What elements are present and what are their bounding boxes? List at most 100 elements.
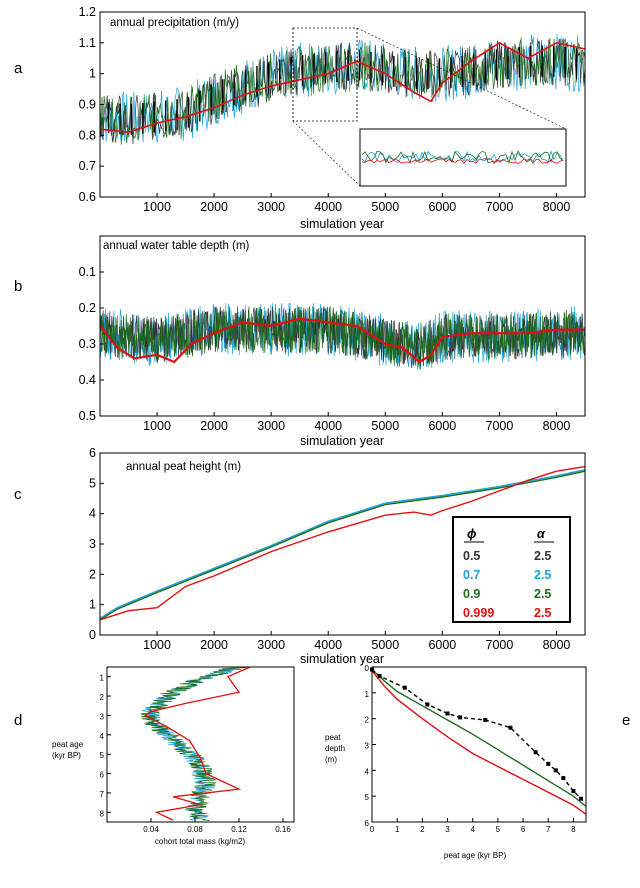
- panel-b-xticks: 1000 2000 3000 4000 5000 6000 7000 8000: [143, 412, 570, 433]
- panel-label-c: c: [14, 486, 22, 503]
- a-ytick-label-0: 0.6: [79, 190, 96, 204]
- e-ytick-label-3: 3: [365, 742, 370, 751]
- panel-d-cohort-mass: peat age (kyr BP) 0.04 0.08 0.12 0.16 1 2 3 4 5 6…: [52, 666, 295, 846]
- legend-phi-3: 0.999: [463, 606, 494, 620]
- b-ytick-label-3: 0.4: [79, 373, 96, 387]
- e-marker-9: [546, 761, 551, 766]
- a-xtick-label-7: 8000: [543, 200, 571, 214]
- panel-a-xticks: 1000 2000 3000 4000 5000 6000 7000 8000: [143, 193, 570, 214]
- panel-b-yticks: 0.1 0.2 0.3 0.4 0.5: [79, 265, 104, 423]
- d-xtick-label-1: 0.08: [187, 825, 203, 834]
- panel-label-b: b: [14, 278, 22, 295]
- panel-a-zoom-region: [292, 27, 358, 122]
- d-ytick-label-1: 2: [100, 693, 105, 702]
- c-ytick-label-0: 0: [89, 628, 96, 642]
- c-xtick-label-2: 3000: [257, 638, 285, 652]
- legend-header-phi: ϕ: [467, 527, 476, 541]
- panel-e-peat-depth: peat depth (m) 0 1 2 3 4 5 6 7 8 0 1 2 3 4 5 6 peat age …: [325, 664, 587, 860]
- panel-e-xticks: 0 1 2 3 4 5 6 7 8: [370, 818, 576, 834]
- e-marker-13: [578, 796, 583, 801]
- d-ytick-label-7: 8: [100, 809, 105, 818]
- e-marker-2: [402, 685, 407, 690]
- c-xtick-label-1: 2000: [200, 638, 228, 652]
- panel-b-series: [99, 302, 586, 370]
- panel-a-inset-series: [361, 150, 564, 165]
- e-marker-12: [571, 789, 576, 793]
- a-xtick-label-5: 6000: [428, 200, 456, 214]
- d-ytick-label-4: 5: [100, 751, 105, 760]
- b-ytick-label-0: 0.1: [79, 265, 96, 279]
- e-marker-10: [553, 768, 558, 773]
- e-ytick-label-5: 5: [365, 793, 370, 802]
- b-xtick-label-3: 4000: [314, 419, 342, 433]
- legend-alpha-0: 2.5: [534, 549, 551, 563]
- e-xtick-label-5: 5: [496, 825, 501, 834]
- e-marker-8: [533, 750, 538, 755]
- a-ytick-label-6: 1.2: [79, 5, 96, 19]
- e-marker-5: [458, 715, 463, 720]
- b-xtick-label-7: 8000: [543, 419, 571, 433]
- b-xtick-label-2: 3000: [257, 419, 285, 433]
- c-xtick-label-0: 1000: [143, 638, 171, 652]
- b-ytick-label-4: 0.5: [79, 409, 96, 423]
- legend-alpha-2: 2.5: [534, 587, 551, 601]
- c-ytick-label-6: 6: [89, 446, 96, 460]
- e-marker-7: [508, 725, 513, 730]
- a-xtick-label-3: 4000: [314, 200, 342, 214]
- c-ytick-label-5: 5: [89, 476, 96, 490]
- legend-phi-1: 0.7: [463, 568, 480, 582]
- d-xtick-label-3: 0.16: [275, 825, 291, 834]
- d-ytick-label-6: 7: [100, 790, 105, 799]
- panel-c-xlabel: simulation year: [300, 652, 384, 666]
- e-xtick-label-6: 6: [521, 825, 526, 834]
- c-xtick-label-4: 5000: [371, 638, 399, 652]
- a-ytick-label-4: 1: [89, 67, 96, 81]
- d-series-0: [144, 666, 251, 821]
- d-ytick-label-5: 6: [100, 771, 105, 780]
- c-series-2: [99, 465, 586, 621]
- b-ytick-label-2: 0.3: [79, 337, 96, 351]
- b-xtick-label-0: 1000: [143, 419, 171, 433]
- e-xtick-label-2: 2: [420, 825, 425, 834]
- panel-d-series: [140, 666, 251, 821]
- c-xtick-label-7: 8000: [543, 638, 571, 652]
- e-series-0: [371, 669, 587, 808]
- a-xtick-label-1: 2000: [200, 200, 228, 214]
- d-ytick-label-0: 1: [100, 674, 105, 683]
- panel-a-zoom-connector-left: [292, 120, 361, 187]
- e-xtick-label-4: 4: [470, 825, 475, 834]
- e-xtick-label-3: 3: [445, 825, 450, 834]
- e-marker-1: [377, 674, 382, 679]
- panel-a-series: [99, 34, 586, 145]
- e-xtick-label-7: 7: [546, 825, 551, 834]
- panel-b-water-table: annual water table depth (m) 1000 2000 300…: [79, 235, 586, 448]
- a-xtick-label-2: 3000: [257, 200, 285, 214]
- e-series-2: [371, 669, 582, 800]
- panel-d-ylabel: peat age (kyr BP): [52, 740, 84, 760]
- legend-alpha-1: 2.5: [534, 568, 551, 582]
- legend-phi-0: 0.5: [463, 549, 480, 563]
- c-series-0: [99, 469, 586, 619]
- panel-e-series: [370, 667, 587, 815]
- panel-c-title: annual peat height (m): [126, 461, 241, 473]
- c-xtick-label-6: 7000: [486, 638, 514, 652]
- d-ytick-label-2: 3: [100, 712, 105, 721]
- panel-a-zoom-connector-right: [356, 27, 567, 130]
- d-variability-0: [140, 666, 240, 821]
- panel-e-yticks: 0 1 2 3 4 5 6: [365, 664, 376, 828]
- a-variability-1: [99, 38, 586, 145]
- panel-c-series: [99, 465, 586, 621]
- d-variability-1: [141, 666, 246, 821]
- b-xtick-label-6: 7000: [486, 419, 514, 433]
- panel-c-legend: ϕ α 0.5 2.5 0.7 2.5 0.9 2.5 0.999 2.5: [452, 516, 571, 623]
- panel-d-xticks: 0.04 0.08 0.12 0.16: [143, 818, 291, 834]
- e-xtick-label-1: 1: [395, 825, 400, 834]
- c-ytick-label-2: 2: [89, 567, 96, 581]
- panel-label-e: e: [622, 712, 630, 729]
- panel-c-xticks: 1000 2000 3000 4000 5000 6000 7000 8000: [143, 631, 570, 652]
- panel-e-ylabel: peat depth (m): [325, 733, 345, 764]
- a-xtick-label-0: 1000: [143, 200, 171, 214]
- c-ytick-label-4: 4: [89, 507, 96, 521]
- a-xtick-label-4: 5000: [371, 200, 399, 214]
- panel-label-d: d: [14, 712, 22, 729]
